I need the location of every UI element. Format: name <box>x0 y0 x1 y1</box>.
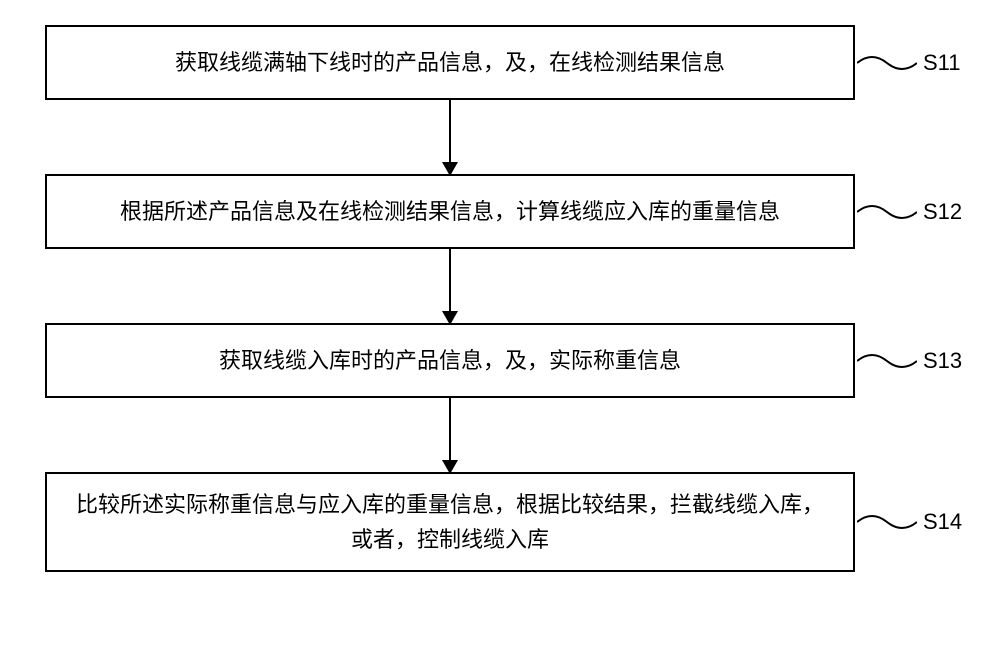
step-label-3: S13 <box>923 348 962 374</box>
arrow-1 <box>45 100 855 174</box>
step-text-4: 比较所述实际称重信息与应入库的重量信息，根据比较结果，拦截线缆入库，或者，控制线… <box>67 487 833 557</box>
step-text-2: 根据所述产品信息及在线检测结果信息，计算线缆应入库的重量信息 <box>120 194 780 229</box>
step-box-2: 根据所述产品信息及在线检测结果信息，计算线缆应入库的重量信息 <box>45 174 855 249</box>
step-1-wrapper: 获取线缆满轴下线时的产品信息，及，在线检测结果信息 S11 <box>45 25 955 100</box>
step-box-1: 获取线缆满轴下线时的产品信息，及，在线检测结果信息 <box>45 25 855 100</box>
step-label-4: S14 <box>923 509 962 535</box>
wave-connector-1 <box>857 51 917 75</box>
step-2-wrapper: 根据所述产品信息及在线检测结果信息，计算线缆应入库的重量信息 S12 <box>45 174 955 249</box>
step-4-wrapper: 比较所述实际称重信息与应入库的重量信息，根据比较结果，拦截线缆入库，或者，控制线… <box>45 472 955 572</box>
step-box-4: 比较所述实际称重信息与应入库的重量信息，根据比较结果，拦截线缆入库，或者，控制线… <box>45 472 855 572</box>
wave-connector-3 <box>857 349 917 373</box>
wave-connector-2 <box>857 200 917 224</box>
step-label-2: S12 <box>923 199 962 225</box>
arrow-2 <box>45 249 855 323</box>
wave-connector-4 <box>857 510 917 534</box>
step-box-3: 获取线缆入库时的产品信息，及，实际称重信息 <box>45 323 855 398</box>
step-text-1: 获取线缆满轴下线时的产品信息，及，在线检测结果信息 <box>175 45 725 80</box>
arrow-3 <box>45 398 855 472</box>
step-text-3: 获取线缆入库时的产品信息，及，实际称重信息 <box>219 343 681 378</box>
step-3-wrapper: 获取线缆入库时的产品信息，及，实际称重信息 S13 <box>45 323 955 398</box>
step-label-1: S11 <box>923 50 961 76</box>
flowchart-container: 获取线缆满轴下线时的产品信息，及，在线检测结果信息 S11 根据所述产品信息及在… <box>45 25 955 572</box>
